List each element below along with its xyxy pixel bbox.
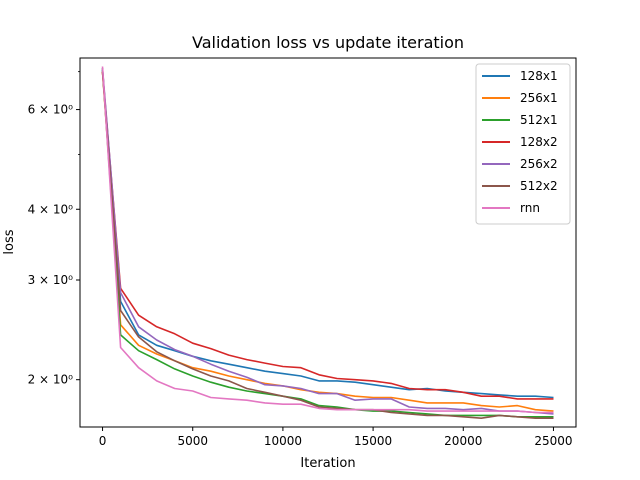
legend-label: 256x2 [520,157,558,171]
series-line-4 [101,68,554,415]
legend: 128x1 256x1 512x1 128x2 256x2 512x2 rnn [475,63,571,225]
y-axis-label: loss [2,229,17,254]
legend-box [475,63,571,225]
x-tick-label: 10000 [264,434,302,448]
legend-label: 128x1 [520,69,558,83]
plot-frame [79,57,577,428]
series-line-0 [101,69,554,399]
y-tick-label: 3 × 10⁰ [28,273,74,287]
y-tick-label: 2 × 10⁰ [28,373,74,387]
series-line-3 [101,71,554,400]
chart-title: Validation loss vs update iteration [192,33,464,52]
plot-area [101,66,554,420]
x-tick-label: 20000 [444,434,482,448]
y-axis: 2 × 10⁰ 3 × 10⁰ 4 × 10⁰ 6 × 10⁰ [28,71,80,387]
legend-label: 128x2 [520,135,558,149]
x-tick-label: 15000 [354,434,392,448]
x-axis-label: Iteration [300,456,355,471]
legend-label: 512x2 [520,179,558,193]
legend-label: 512x1 [520,113,558,127]
legend-label: 256x1 [520,91,558,105]
x-tick-label: 25000 [534,434,572,448]
series-line-2 [101,68,554,418]
x-axis: 0 5000 10000 15000 20000 25000 [99,427,573,448]
y-tick-label: 4 × 10⁰ [28,202,74,216]
x-tick-label: 5000 [177,434,208,448]
legend-label: rnn [520,201,540,215]
y-tick-label: 6 × 10⁰ [28,103,74,117]
x-tick-label: 0 [99,434,107,448]
series-line-5 [101,71,554,420]
series-line-6 [101,66,554,414]
